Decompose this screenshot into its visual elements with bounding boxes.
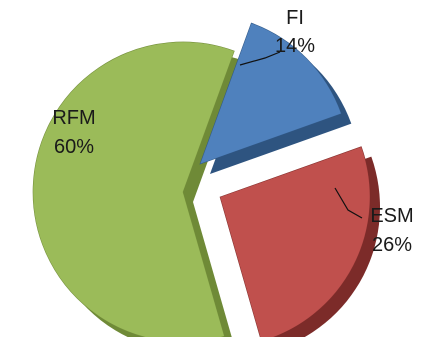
slice-label-esm: ESM [370, 205, 413, 227]
slice-shade-rfm [33, 42, 235, 337]
slice-shade-fi [200, 23, 342, 164]
slice-label-fi: FI [286, 7, 304, 29]
slice-shade-esm [220, 146, 370, 337]
leader-lines [239, 51, 363, 219]
slice-value-rfm: 60% [54, 136, 94, 158]
leader-line-esm [334, 187, 363, 219]
slice-labels: FI 14% ESM 26% RFM 60% [52, 7, 413, 256]
slice-label-rfm: RFM [52, 107, 95, 129]
slice-value-esm: 26% [372, 234, 412, 256]
leader-line-fi [239, 51, 281, 66]
slice-value-fi: 14% [275, 35, 315, 57]
slice-tops [32, 22, 371, 337]
